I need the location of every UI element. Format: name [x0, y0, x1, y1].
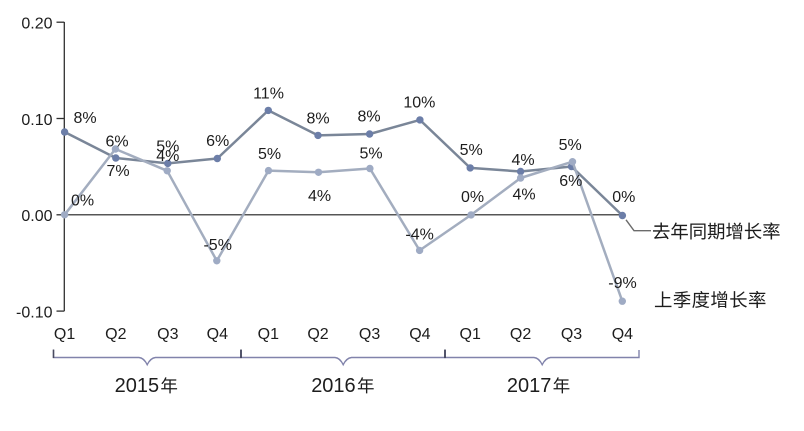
- svg-text:Q4: Q4: [207, 326, 228, 343]
- svg-text:0%: 0%: [612, 189, 635, 206]
- svg-text:0%: 0%: [461, 189, 484, 206]
- svg-text:8%: 8%: [73, 110, 96, 127]
- svg-text:8%: 8%: [306, 111, 329, 128]
- svg-text:Q1: Q1: [258, 326, 279, 343]
- svg-text:4%: 4%: [511, 152, 534, 169]
- svg-text:6%: 6%: [105, 134, 128, 151]
- svg-text:Q1: Q1: [460, 326, 481, 343]
- svg-text:Q2: Q2: [307, 326, 328, 343]
- svg-text:6%: 6%: [559, 173, 582, 190]
- svg-text:2017: 2017: [507, 375, 552, 397]
- svg-text:Q3: Q3: [561, 326, 582, 343]
- svg-text:-4%: -4%: [405, 227, 433, 244]
- svg-text:-9%: -9%: [608, 275, 636, 292]
- svg-text:0.00: 0.00: [21, 208, 52, 225]
- svg-text:11%: 11%: [253, 85, 284, 102]
- svg-text:5%: 5%: [559, 137, 582, 154]
- svg-text:7%: 7%: [106, 163, 129, 180]
- svg-text:Q4: Q4: [612, 326, 633, 343]
- svg-text:2015: 2015: [115, 375, 160, 397]
- svg-text:Q3: Q3: [359, 326, 380, 343]
- svg-text:0%: 0%: [71, 193, 94, 210]
- svg-text:2016: 2016: [311, 375, 356, 397]
- svg-text:0.20: 0.20: [21, 16, 52, 33]
- svg-text:Q3: Q3: [157, 326, 178, 343]
- svg-text:6%: 6%: [206, 133, 229, 150]
- svg-text:Q1: Q1: [54, 326, 75, 343]
- svg-text:10%: 10%: [403, 94, 435, 111]
- svg-text:4%: 4%: [156, 148, 179, 165]
- svg-text:Q2: Q2: [105, 326, 126, 343]
- svg-text:5%: 5%: [460, 142, 483, 159]
- svg-text:5%: 5%: [156, 139, 179, 156]
- svg-text:4%: 4%: [512, 187, 535, 204]
- svg-text:4%: 4%: [308, 188, 331, 205]
- svg-text:5%: 5%: [258, 146, 281, 163]
- svg-text:-5%: -5%: [203, 237, 231, 254]
- svg-text:8%: 8%: [357, 109, 380, 126]
- svg-text:Q4: Q4: [409, 326, 430, 343]
- svg-text:-0.10: -0.10: [16, 304, 53, 321]
- svg-text:0.10: 0.10: [21, 112, 52, 129]
- svg-text:Q2: Q2: [510, 326, 531, 343]
- svg-text:5%: 5%: [359, 145, 382, 162]
